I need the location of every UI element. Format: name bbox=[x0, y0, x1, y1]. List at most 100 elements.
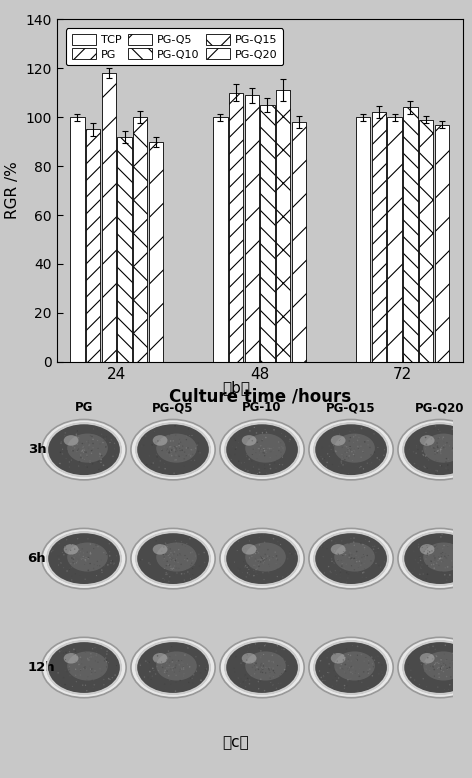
Point bbox=[67, 647, 75, 660]
Point bbox=[327, 565, 334, 577]
Point bbox=[462, 560, 470, 573]
Point bbox=[442, 659, 449, 671]
Point bbox=[193, 547, 200, 559]
Point bbox=[80, 661, 88, 674]
Point bbox=[111, 437, 118, 450]
Point bbox=[252, 664, 260, 676]
Point bbox=[166, 427, 173, 440]
Point bbox=[274, 554, 281, 566]
Circle shape bbox=[423, 651, 464, 681]
Point bbox=[202, 664, 210, 676]
Point bbox=[161, 666, 169, 678]
Point bbox=[355, 551, 362, 563]
Point bbox=[175, 654, 182, 667]
Circle shape bbox=[131, 528, 215, 589]
Circle shape bbox=[67, 651, 108, 681]
Point bbox=[184, 658, 191, 671]
Point bbox=[258, 442, 265, 454]
Point bbox=[367, 449, 375, 461]
Point bbox=[414, 556, 422, 569]
Point bbox=[110, 557, 118, 569]
Bar bbox=[292, 122, 306, 362]
Point bbox=[437, 552, 445, 565]
Point bbox=[422, 443, 430, 455]
Point bbox=[49, 544, 57, 556]
Point bbox=[348, 559, 355, 572]
Point bbox=[364, 664, 372, 676]
Point bbox=[338, 454, 346, 466]
Point bbox=[172, 669, 180, 682]
Point bbox=[167, 553, 175, 566]
Point bbox=[153, 661, 161, 673]
Point bbox=[86, 456, 94, 468]
Point bbox=[161, 678, 169, 690]
Point bbox=[73, 429, 80, 442]
Point bbox=[180, 663, 187, 675]
Point bbox=[345, 443, 352, 455]
Point bbox=[438, 664, 445, 677]
Point bbox=[349, 668, 356, 680]
Circle shape bbox=[42, 528, 126, 589]
Point bbox=[74, 438, 81, 450]
Point bbox=[77, 451, 84, 464]
Point bbox=[80, 441, 88, 454]
Point bbox=[63, 666, 71, 678]
Point bbox=[348, 660, 355, 672]
Point bbox=[77, 565, 84, 577]
Point bbox=[59, 647, 67, 659]
Point bbox=[468, 559, 472, 572]
Point bbox=[93, 650, 100, 662]
Point bbox=[420, 449, 428, 461]
Point bbox=[183, 564, 190, 576]
Point bbox=[153, 448, 160, 461]
Point bbox=[62, 453, 70, 465]
Point bbox=[273, 550, 280, 562]
Point bbox=[84, 461, 91, 473]
Point bbox=[328, 552, 336, 565]
Point bbox=[167, 445, 175, 457]
Point bbox=[439, 542, 447, 555]
Point bbox=[178, 657, 186, 669]
Point bbox=[82, 554, 90, 566]
Point bbox=[261, 444, 269, 457]
Point bbox=[351, 443, 359, 455]
Point bbox=[440, 436, 447, 448]
Point bbox=[251, 443, 258, 455]
Point bbox=[437, 663, 445, 675]
Point bbox=[269, 649, 276, 661]
Point bbox=[167, 562, 175, 575]
Point bbox=[73, 675, 80, 688]
Point bbox=[261, 462, 269, 475]
Point bbox=[187, 461, 195, 473]
Point bbox=[146, 558, 154, 570]
Point bbox=[162, 568, 170, 580]
Point bbox=[433, 447, 441, 459]
Point bbox=[163, 444, 171, 457]
Point bbox=[347, 655, 355, 668]
Point bbox=[103, 645, 111, 657]
Point bbox=[345, 568, 352, 580]
Point bbox=[337, 454, 345, 467]
Point bbox=[323, 651, 331, 664]
Point bbox=[430, 661, 437, 673]
Point bbox=[412, 554, 419, 566]
Point bbox=[177, 436, 184, 448]
Point bbox=[255, 531, 263, 544]
Point bbox=[81, 446, 88, 458]
Point bbox=[352, 667, 359, 679]
Bar bbox=[419, 120, 433, 362]
Point bbox=[333, 664, 341, 676]
Point bbox=[441, 551, 449, 563]
Point bbox=[378, 659, 386, 671]
Point bbox=[60, 548, 67, 561]
Point bbox=[270, 670, 278, 682]
Point bbox=[259, 556, 267, 569]
Point bbox=[364, 439, 372, 451]
Point bbox=[255, 436, 262, 448]
Point bbox=[265, 566, 272, 578]
Point bbox=[87, 650, 95, 663]
Point bbox=[184, 673, 192, 685]
Point bbox=[62, 543, 70, 555]
Point bbox=[56, 645, 63, 657]
Point bbox=[105, 657, 112, 669]
